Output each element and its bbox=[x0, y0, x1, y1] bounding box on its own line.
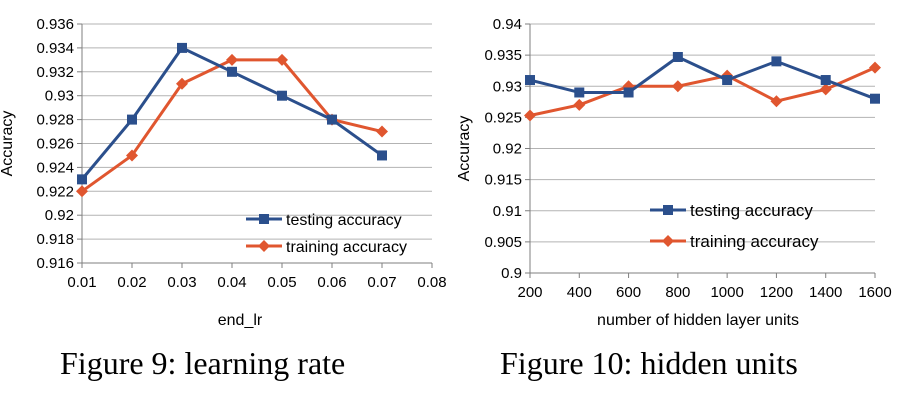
y-tick-label: 0.935 bbox=[484, 47, 522, 64]
x-tick-label: 0.03 bbox=[167, 274, 196, 291]
y-axis-label: Accuracy bbox=[0, 111, 16, 177]
testing-accuracy-point bbox=[820, 75, 831, 86]
x-tick-label: 800 bbox=[665, 284, 690, 301]
figure-9-caption: Figure 9: learning rate bbox=[60, 345, 346, 381]
training-accuracy-point bbox=[671, 80, 684, 93]
training-accuracy-point bbox=[819, 83, 832, 96]
testing-accuracy-point bbox=[227, 66, 237, 77]
x-tick-label: 1400 bbox=[809, 284, 842, 301]
y-tick-label: 0.926 bbox=[36, 136, 74, 153]
testing-accuracy-point bbox=[77, 174, 87, 185]
x-tick-label: 0.04 bbox=[217, 274, 246, 291]
legend-label: training accuracy bbox=[286, 239, 407, 256]
x-tick-label: 1000 bbox=[710, 284, 743, 301]
training-accuracy-point bbox=[276, 53, 288, 66]
y-tick-label: 0.924 bbox=[36, 159, 74, 176]
testing-accuracy-point bbox=[722, 75, 733, 86]
legend-label: training accuracy bbox=[690, 232, 819, 251]
testing-accuracy-point bbox=[177, 42, 187, 53]
y-tick-label: 0.92 bbox=[45, 207, 74, 224]
y-tick-label: 0.936 bbox=[36, 16, 74, 33]
y-tick-label: 0.918 bbox=[36, 231, 74, 248]
training-accuracy-point bbox=[126, 149, 138, 162]
training-accuracy-point bbox=[524, 109, 536, 122]
x-tick-label: 0.06 bbox=[317, 274, 346, 291]
x-tick-label: 200 bbox=[517, 284, 542, 301]
y-tick-label: 0.94 bbox=[493, 16, 522, 33]
y-tick-label: 0.925 bbox=[484, 109, 522, 126]
learning-rate-chart: 0.916 0.918 0.92 0.922 0.924 0.926 0.928 0.93 0.… bbox=[0, 16, 447, 329]
y-tick-label: 0.91 bbox=[493, 203, 522, 220]
legend-marker bbox=[662, 235, 674, 247]
y-tick-label: 0.93 bbox=[493, 78, 522, 95]
testing-accuracy-point bbox=[870, 93, 880, 104]
y-axis-label: Accuracy bbox=[457, 116, 473, 182]
y-tick-label: 0.934 bbox=[36, 40, 74, 57]
testing-accuracy-point bbox=[377, 150, 387, 161]
y-tick-label: 0.92 bbox=[493, 141, 522, 158]
y-tick-label: 0.93 bbox=[45, 88, 74, 105]
hidden-units-chart: 0.9 0.905 0.91 0.915 0.92 0.925 0.93 0.935 0.94 2… bbox=[457, 16, 892, 329]
x-tick-label: 400 bbox=[567, 284, 592, 301]
legend-marker bbox=[259, 214, 269, 224]
training-accuracy-line bbox=[529, 66, 876, 117]
figure-10-caption: Figure 10: hidden units bbox=[500, 345, 798, 381]
x-tick-label: 0.07 bbox=[367, 274, 396, 291]
training-accuracy-point bbox=[176, 77, 188, 90]
y-tick-label: 0.905 bbox=[484, 234, 522, 251]
x-tick-label: 0.05 bbox=[267, 274, 296, 291]
training-accuracy-point bbox=[376, 125, 388, 138]
testing-accuracy-point bbox=[574, 87, 585, 98]
x-tick-label: 1200 bbox=[760, 284, 793, 301]
legend-marker bbox=[258, 240, 270, 252]
x-tick-label: 0.08 bbox=[417, 274, 446, 291]
y-tick-label: 0.9 bbox=[501, 265, 522, 282]
legend-label: testing accuracy bbox=[690, 201, 813, 220]
x-tick-label: 600 bbox=[616, 284, 641, 301]
legend-marker bbox=[663, 205, 673, 215]
training-accuracy-point bbox=[226, 53, 238, 66]
testing-accuracy-point bbox=[277, 90, 287, 101]
testing-accuracy-point bbox=[127, 114, 137, 125]
y-tick-label: 0.915 bbox=[484, 172, 522, 189]
testing-accuracy-point bbox=[623, 87, 634, 98]
y-tick-label: 0.928 bbox=[36, 112, 74, 129]
x-tick-label: 1600 bbox=[858, 284, 891, 301]
training-accuracy-point bbox=[869, 61, 881, 74]
y-tick-label: 0.922 bbox=[36, 183, 74, 200]
testing-accuracy-point bbox=[771, 56, 782, 67]
training-accuracy-point bbox=[573, 98, 586, 111]
testing-accuracy-point bbox=[672, 51, 683, 62]
x-axis-label: number of hidden layer units bbox=[597, 312, 799, 329]
x-tick-label: 0.02 bbox=[117, 274, 146, 291]
x-axis-label: end_lr bbox=[218, 312, 263, 329]
testing-accuracy-line bbox=[529, 55, 876, 101]
testing-accuracy-point bbox=[525, 75, 535, 86]
training-accuracy-point bbox=[770, 95, 783, 108]
y-tick-label: 0.932 bbox=[36, 64, 74, 81]
testing-accuracy-point bbox=[327, 114, 337, 125]
y-tick-label: 0.916 bbox=[36, 255, 74, 272]
legend-label: testing accuracy bbox=[286, 212, 402, 229]
x-tick-label: 0.01 bbox=[67, 274, 96, 291]
training-accuracy-point bbox=[76, 185, 88, 198]
